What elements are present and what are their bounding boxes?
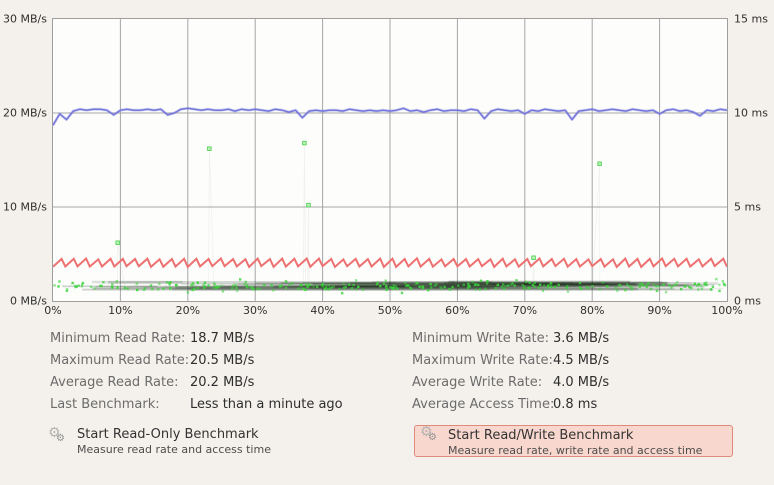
stat-row: Last Benchmark: Less than a minute ago: [50, 397, 343, 412]
x-axis-label: 0%: [44, 304, 62, 317]
benchmark-chart: [52, 18, 728, 302]
x-axis-label: 100%: [711, 304, 743, 317]
right-axis-label: 10 ms: [734, 106, 768, 120]
stat-label: Average Read Rate:: [50, 375, 179, 390]
x-axis-label: 20%: [175, 304, 201, 317]
button-subtitle: Measure read rate, write rate and access…: [448, 444, 703, 457]
x-axis-label: 80%: [579, 304, 605, 317]
stat-value: 4.0 MB/s: [553, 375, 610, 390]
stat-label: Average Access Time:: [412, 397, 555, 412]
stat-value: Less than a minute ago: [190, 397, 343, 412]
button-subtitle: Measure read rate and access time: [77, 443, 271, 456]
x-axis-label: 70%: [512, 304, 538, 317]
x-axis-label: 40%: [310, 304, 335, 317]
stat-label: Minimum Read Rate:: [50, 331, 186, 346]
stat-row: Minimum Read Rate: 18.7 MB/s: [50, 331, 254, 346]
stat-value: 20.2 MB/s: [190, 375, 255, 390]
start-read-only-benchmark-button[interactable]: ⚙ ⚙ Start Read-Only Benchmark Measure re…: [45, 425, 375, 459]
stat-label: Average Write Rate:: [412, 375, 543, 390]
chart-canvas: [53, 19, 727, 301]
x-axis-label: 30%: [242, 304, 268, 317]
right-axis-label: 15 ms: [734, 12, 768, 26]
right-axis-label: 0 ms: [734, 294, 761, 308]
button-title: Start Read/Write Benchmark: [448, 428, 634, 443]
stat-row: Maximum Read Rate: 20.5 MB/s: [50, 353, 254, 368]
x-axis-label: 50%: [377, 304, 403, 317]
left-axis-label: 20 MB/s: [3, 106, 47, 120]
left-axis-label: 30 MB/s: [3, 12, 47, 26]
gears-icon: ⚙ ⚙: [48, 425, 71, 452]
stat-value: 20.5 MB/s: [190, 353, 255, 368]
stat-label: Minimum Write Rate:: [412, 331, 550, 346]
stat-label: Maximum Read Rate:: [50, 353, 190, 368]
stat-value: 18.7 MB/s: [190, 331, 255, 346]
stat-row: Average Write Rate: 4.0 MB/s: [412, 375, 609, 390]
stat-row: Minimum Write Rate: 3.6 MB/s: [412, 331, 609, 346]
stat-label: Last Benchmark:: [50, 397, 160, 412]
button-text: Start Read/Write Benchmark Measure read …: [448, 428, 702, 457]
stat-value: 4.5 MB/s: [553, 353, 610, 368]
left-axis-label: 10 MB/s: [3, 200, 47, 214]
stat-value: 0.8 ms: [553, 397, 598, 412]
gear-large-icon: ⚙: [420, 424, 433, 440]
right-axis-label: 5 ms: [734, 200, 761, 214]
stat-row: Average Access Time: 0.8 ms: [412, 397, 597, 412]
stat-label: Maximum Write Rate:: [412, 353, 553, 368]
gear-small-icon: ⚙: [56, 433, 65, 444]
button-title: Start Read-Only Benchmark: [77, 427, 259, 442]
left-axis-label: 0 MB/s: [10, 294, 47, 308]
start-read-write-benchmark-button[interactable]: ⚙ ⚙ Start Read/Write Benchmark Measure r…: [414, 424, 733, 457]
gear-small-icon: ⚙: [428, 432, 437, 443]
gears-icon: ⚙ ⚙: [420, 424, 443, 451]
x-axis-label: 60%: [445, 304, 470, 317]
stat-value: 3.6 MB/s: [553, 331, 610, 346]
stat-row: Maximum Write Rate: 4.5 MB/s: [412, 353, 609, 368]
x-axis-label: 10%: [108, 304, 133, 317]
stat-row: Average Read Rate: 20.2 MB/s: [50, 375, 254, 390]
gear-large-icon: ⚙: [48, 425, 61, 441]
x-axis-label: 90%: [647, 304, 672, 317]
button-text: Start Read-Only Benchmark Measure read r…: [77, 427, 271, 456]
